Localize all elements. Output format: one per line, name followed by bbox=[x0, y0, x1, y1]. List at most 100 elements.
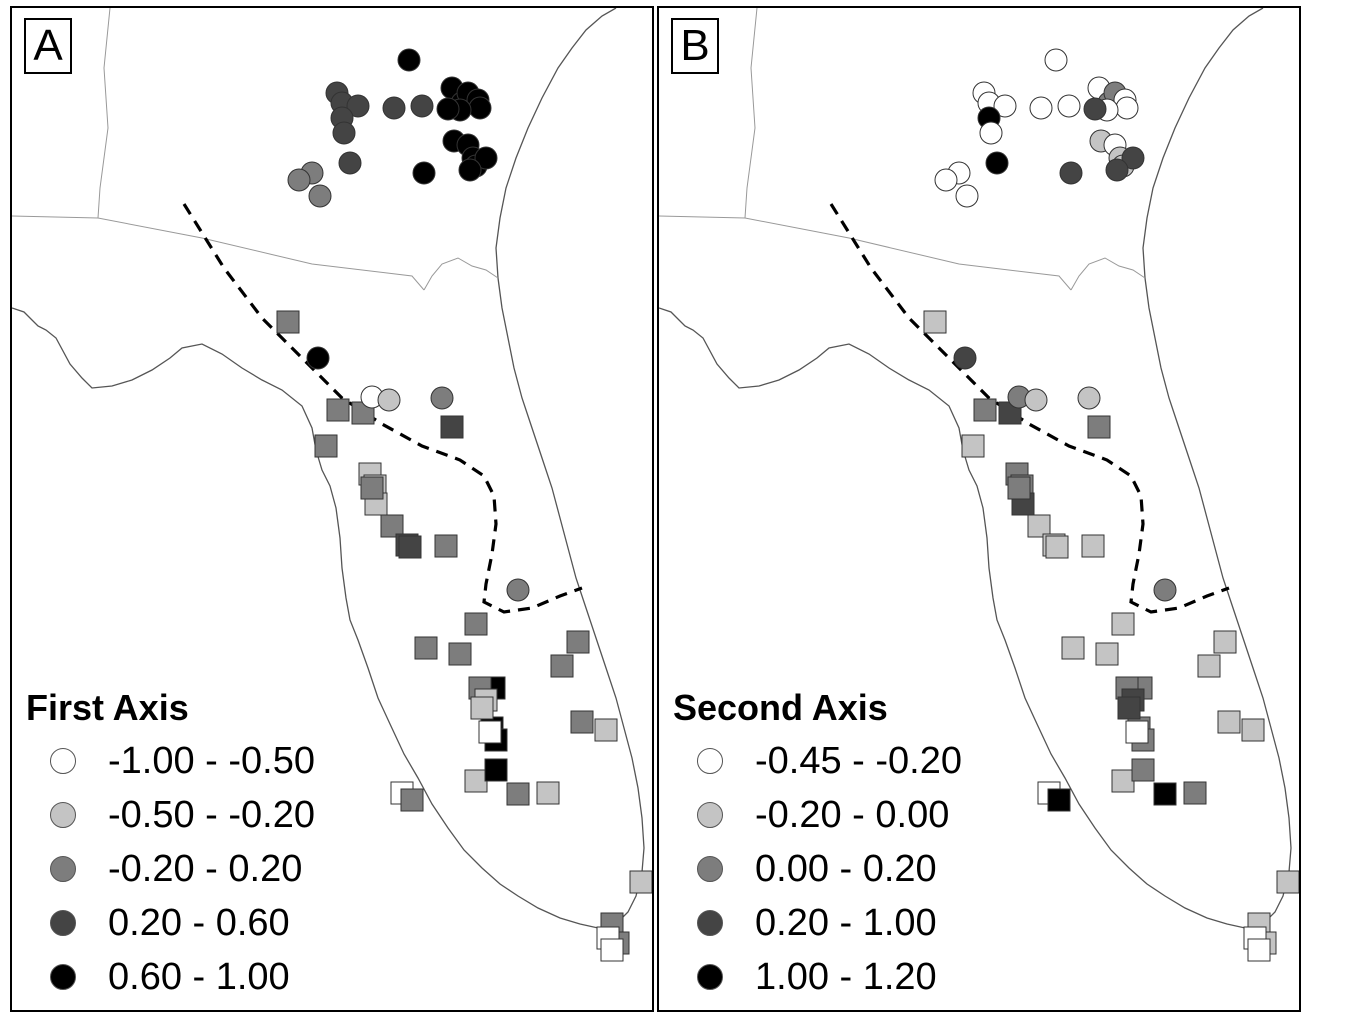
site-marker-circle bbox=[397, 48, 421, 72]
site-marker-circle bbox=[332, 121, 356, 145]
legend-item: -0.20 - 0.00 bbox=[673, 788, 962, 842]
site-marker-square bbox=[1061, 636, 1085, 660]
site-marker-circle bbox=[306, 346, 330, 370]
legend-item: 0.20 - 1.00 bbox=[673, 896, 962, 950]
site-marker-square bbox=[1213, 630, 1237, 654]
site-marker-square bbox=[398, 535, 422, 559]
site-marker-square bbox=[506, 782, 530, 806]
legend-label: 0.00 - 0.20 bbox=[755, 847, 937, 890]
site-marker-square bbox=[478, 720, 502, 744]
map-panel-a: A First Axis -1.00 - -0.50 -0.50 - -0.20… bbox=[10, 6, 654, 1012]
site-marker-circle bbox=[934, 168, 958, 192]
legend-label: -1.00 - -0.50 bbox=[108, 739, 315, 782]
legend-item: 0.20 - 0.60 bbox=[26, 896, 315, 950]
coastline bbox=[12, 8, 645, 929]
legend-first-axis: First Axis -1.00 - -0.50 -0.50 - -0.20 -… bbox=[26, 688, 315, 1004]
legend-item: 0.00 - 0.20 bbox=[673, 842, 962, 896]
site-marker-circle bbox=[412, 161, 436, 185]
site-marker-square bbox=[1183, 781, 1207, 805]
legend-swatch-circle bbox=[50, 802, 76, 828]
legend-label: 0.60 - 1.00 bbox=[108, 955, 290, 998]
legend-item: -0.20 - 0.20 bbox=[26, 842, 315, 896]
map-panel-b: B Second Axis -0.45 - -0.20 -0.20 - 0.00… bbox=[657, 6, 1301, 1012]
panel-label-b: B bbox=[671, 18, 719, 74]
site-marker-circle bbox=[993, 94, 1017, 118]
site-marker-square bbox=[600, 938, 624, 962]
site-marker-circle bbox=[468, 96, 492, 120]
site-marker-circle bbox=[436, 97, 460, 121]
site-marker-circle bbox=[1121, 146, 1145, 170]
site-marker-square bbox=[1241, 718, 1265, 742]
legend-item: -0.45 - -0.20 bbox=[673, 734, 962, 788]
site-marker-circle bbox=[506, 578, 530, 602]
site-marker-circle bbox=[985, 151, 1009, 175]
legend-label: -0.20 - 0.20 bbox=[108, 847, 303, 890]
site-marker-square bbox=[1087, 415, 1111, 439]
site-marker-circle bbox=[1057, 94, 1081, 118]
site-marker-circle bbox=[1083, 97, 1107, 121]
site-marker-circle bbox=[953, 346, 977, 370]
legend-swatch-circle bbox=[50, 856, 76, 882]
site-marker-circle bbox=[308, 184, 332, 208]
site-marker-circle bbox=[287, 168, 311, 192]
site-marker-square bbox=[1131, 758, 1155, 782]
site-marker-square bbox=[1247, 938, 1271, 962]
site-marker-circle bbox=[979, 121, 1003, 145]
site-marker-circle bbox=[955, 184, 979, 208]
site-marker-square bbox=[1047, 788, 1071, 812]
panel-label-a: A bbox=[24, 18, 72, 74]
site-marker-square bbox=[1217, 710, 1241, 734]
legend-swatch-circle bbox=[50, 748, 76, 774]
legend-swatch-circle bbox=[50, 910, 76, 936]
state-boundary bbox=[97, 8, 111, 219]
site-marker-square bbox=[1276, 870, 1299, 894]
dashed-divide-line bbox=[182, 203, 583, 614]
legend-item: 0.60 - 1.00 bbox=[26, 950, 315, 1004]
site-marker-square bbox=[973, 398, 997, 422]
site-marker-square bbox=[1117, 696, 1141, 720]
site-marker-square bbox=[1111, 612, 1135, 636]
site-marker-square bbox=[414, 636, 438, 660]
legend-item: -1.00 - -0.50 bbox=[26, 734, 315, 788]
state-boundary bbox=[12, 215, 425, 291]
site-marker-square bbox=[326, 398, 350, 422]
site-marker-square bbox=[1125, 720, 1149, 744]
legend-label: -0.20 - 0.00 bbox=[755, 793, 950, 836]
site-marker-square bbox=[1197, 654, 1221, 678]
legend-label: 1.00 - 1.20 bbox=[755, 955, 937, 998]
site-marker-square bbox=[1153, 782, 1177, 806]
site-marker-square bbox=[550, 654, 574, 678]
site-marker-square bbox=[314, 434, 338, 458]
site-marker-square bbox=[1081, 534, 1105, 558]
site-marker-circle bbox=[382, 96, 406, 120]
site-marker-square bbox=[360, 476, 384, 500]
site-marker-square bbox=[434, 534, 458, 558]
site-marker-square bbox=[1027, 514, 1051, 538]
site-marker-square bbox=[566, 630, 590, 654]
map-svg bbox=[659, 8, 1299, 962]
site-marker-circle bbox=[430, 386, 454, 410]
site-marker-circle bbox=[1029, 96, 1053, 120]
state-boundary bbox=[1070, 257, 1146, 291]
legend-label: -0.45 - -0.20 bbox=[755, 739, 962, 782]
site-marker-circle bbox=[410, 94, 434, 118]
state-boundary bbox=[659, 215, 1072, 291]
site-marker-circle bbox=[1105, 158, 1129, 182]
legend-swatch-circle bbox=[50, 964, 76, 990]
site-marker-circle bbox=[1024, 388, 1048, 412]
site-marker-square bbox=[923, 310, 947, 334]
site-marker-square bbox=[1007, 476, 1031, 500]
site-marker-square bbox=[536, 781, 560, 805]
site-marker-circle bbox=[1115, 96, 1139, 120]
dashed-divide-line bbox=[829, 203, 1230, 614]
legend-label: 0.20 - 1.00 bbox=[755, 901, 937, 944]
site-marker-square bbox=[484, 758, 508, 782]
legend-swatch-circle bbox=[697, 802, 723, 828]
site-marker-square bbox=[464, 612, 488, 636]
site-marker-square bbox=[400, 788, 424, 812]
site-marker-circle bbox=[474, 146, 498, 170]
site-marker-square bbox=[440, 415, 464, 439]
legend-second-axis: Second Axis -0.45 - -0.20 -0.20 - 0.00 0… bbox=[673, 688, 962, 1004]
legend-title: Second Axis bbox=[673, 687, 888, 728]
site-marker-square bbox=[276, 310, 300, 334]
